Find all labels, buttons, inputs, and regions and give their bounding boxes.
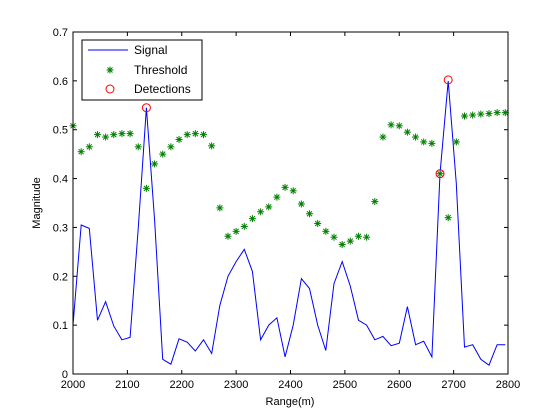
threshold-marker (282, 184, 289, 191)
threshold-marker (461, 113, 468, 120)
threshold-marker (159, 151, 166, 158)
threshold-marker (118, 130, 125, 137)
threshold-marker (469, 112, 476, 119)
x-axis-label: Range(m) (266, 396, 315, 408)
y-tick-label: 0.3 (53, 222, 68, 234)
threshold-marker (184, 131, 191, 138)
threshold-marker (224, 233, 231, 240)
threshold-marker (176, 136, 183, 143)
threshold-marker (347, 238, 354, 245)
threshold-marker (200, 131, 207, 138)
threshold-marker (273, 194, 280, 201)
threshold-marker (241, 223, 248, 230)
threshold-marker (265, 203, 272, 210)
threshold-marker (420, 138, 427, 145)
threshold-marker (290, 187, 297, 194)
y-tick-label: 0 (62, 369, 68, 381)
threshold-marker (494, 109, 501, 116)
threshold-marker (404, 129, 411, 136)
threshold-marker (363, 234, 370, 241)
threshold-marker (151, 160, 158, 167)
threshold-marker (428, 140, 435, 147)
threshold-marker (298, 200, 305, 207)
threshold-marker (216, 204, 223, 211)
threshold-marker (388, 121, 395, 128)
y-tick-label: 0.5 (53, 125, 68, 137)
threshold-marker (78, 148, 85, 155)
y-tick-label: 0.2 (53, 271, 68, 283)
threshold-marker (322, 228, 329, 235)
y-tick-label: 0.4 (53, 174, 68, 186)
threshold-marker (355, 233, 362, 240)
threshold-marker (396, 122, 403, 129)
threshold-marker (257, 208, 264, 215)
x-tick-label: 2400 (278, 379, 302, 391)
threshold-marker (437, 170, 444, 177)
threshold-marker (249, 215, 256, 222)
threshold-marker (192, 130, 199, 137)
x-tick-label: 2500 (333, 379, 357, 391)
threshold-marker (445, 214, 452, 221)
threshold-marker (208, 142, 215, 149)
x-tick-label: 2600 (387, 379, 411, 391)
threshold-marker (102, 134, 109, 141)
y-axis-label: Magnitude (31, 177, 43, 228)
threshold-marker (143, 185, 150, 192)
threshold-marker (314, 220, 321, 227)
threshold-marker (379, 134, 386, 141)
legend-detections-label: Detections (134, 82, 191, 96)
legend-threshold-swatch (107, 67, 114, 74)
threshold-marker (477, 111, 484, 118)
legend-threshold-star (107, 67, 114, 74)
threshold-marker (233, 228, 240, 235)
threshold-marker (453, 138, 460, 145)
x-tick-label: 2800 (496, 379, 520, 391)
threshold-marker (339, 241, 346, 248)
x-tick-label: 2100 (115, 379, 139, 391)
threshold-marker (94, 131, 101, 138)
threshold-marker (167, 143, 174, 150)
legend-threshold-label: Threshold (134, 63, 187, 77)
x-tick-label: 2300 (224, 379, 248, 391)
threshold-marker (86, 143, 93, 150)
legend: Signal Threshold Detections (82, 40, 202, 100)
y-tick-label: 0.7 (53, 27, 68, 39)
threshold-marker (331, 234, 338, 241)
y-tick-label: 0.6 (53, 76, 68, 88)
x-tick-label: 2200 (170, 379, 194, 391)
y-tick-label: 0.1 (53, 320, 68, 332)
threshold-marker (127, 130, 134, 137)
threshold-marker (306, 210, 313, 217)
legend-signal-label: Signal (134, 43, 167, 57)
threshold-marker (110, 131, 117, 138)
threshold-marker (485, 110, 492, 117)
threshold-marker (412, 134, 419, 141)
x-tick-label: 2700 (441, 379, 465, 391)
threshold-marker (135, 143, 142, 150)
threshold-marker (371, 198, 378, 205)
